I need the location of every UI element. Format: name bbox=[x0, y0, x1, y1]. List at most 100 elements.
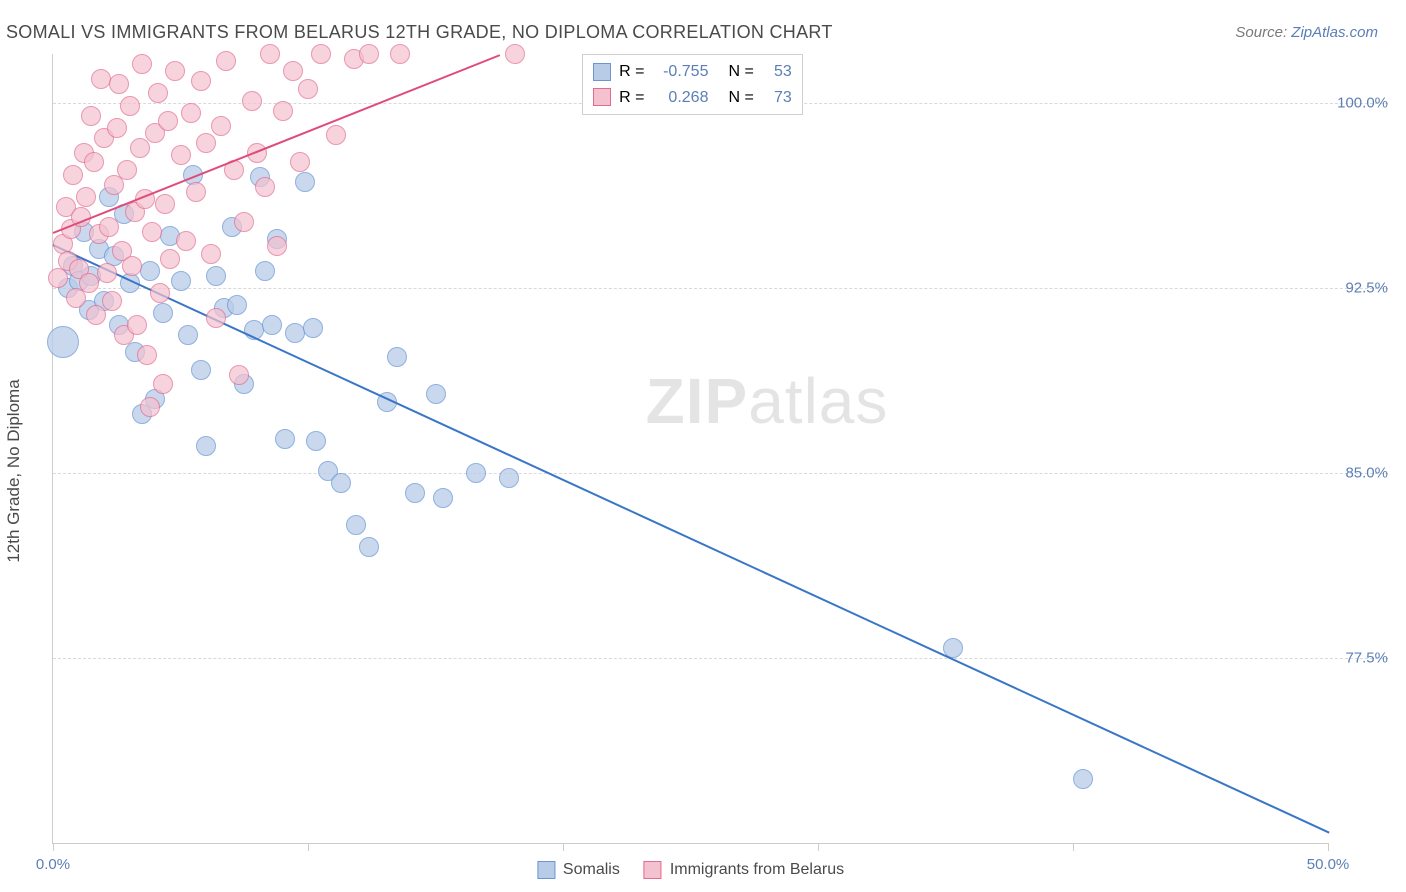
scatter-point-belarus bbox=[137, 345, 157, 365]
scatter-point-somalis bbox=[359, 537, 379, 557]
legend-item: Immigrants from Belarus bbox=[644, 861, 844, 879]
x-tick bbox=[308, 843, 309, 851]
scatter-point-belarus bbox=[160, 249, 180, 269]
scatter-point-belarus bbox=[155, 194, 175, 214]
scatter-point-belarus bbox=[311, 44, 331, 64]
legend-swatch bbox=[537, 861, 555, 879]
scatter-point-belarus bbox=[242, 91, 262, 111]
scatter-point-belarus bbox=[283, 61, 303, 81]
scatter-point-belarus bbox=[142, 222, 162, 242]
y-axis-label: 12th Grade, No Diploma bbox=[4, 379, 24, 562]
scatter-point-belarus bbox=[229, 365, 249, 385]
scatter-point-somalis bbox=[196, 436, 216, 456]
scatter-point-belarus bbox=[211, 116, 231, 136]
scatter-point-somalis bbox=[433, 488, 453, 508]
r-label: R = bbox=[619, 59, 644, 85]
scatter-point-somalis bbox=[206, 266, 226, 286]
scatter-point-belarus bbox=[122, 256, 142, 276]
scatter-point-belarus bbox=[196, 133, 216, 153]
legend-item: Somalis bbox=[537, 861, 620, 879]
header-bar: SOMALI VS IMMIGRANTS FROM BELARUS 12TH G… bbox=[0, 0, 1406, 53]
n-label: N = bbox=[728, 59, 753, 85]
scatter-point-belarus bbox=[132, 54, 152, 74]
scatter-point-belarus bbox=[234, 212, 254, 232]
regression-line-somalis bbox=[53, 244, 1330, 833]
scatter-point-somalis bbox=[499, 468, 519, 488]
watermark-rest: atlas bbox=[748, 365, 888, 437]
correlation-legend: R =-0.755N =53R =0.268N =73 bbox=[582, 54, 803, 115]
scatter-point-somalis bbox=[262, 315, 282, 335]
scatter-point-somalis bbox=[466, 463, 486, 483]
scatter-point-somalis bbox=[47, 326, 79, 358]
x-tick bbox=[1328, 843, 1329, 851]
scatter-point-belarus bbox=[181, 103, 201, 123]
gridline-h bbox=[53, 658, 1388, 659]
source-attribution: Source: ZipAtlas.com bbox=[1235, 24, 1378, 41]
scatter-point-belarus bbox=[76, 187, 96, 207]
scatter-point-belarus bbox=[120, 96, 140, 116]
legend-row: R =0.268N =73 bbox=[593, 85, 792, 111]
scatter-point-belarus bbox=[107, 118, 127, 138]
legend-swatch bbox=[593, 63, 611, 81]
scatter-point-somalis bbox=[140, 261, 160, 281]
scatter-point-somalis bbox=[346, 515, 366, 535]
scatter-point-somalis bbox=[275, 429, 295, 449]
x-min-label: 0.0% bbox=[36, 856, 70, 873]
scatter-point-belarus bbox=[216, 51, 236, 71]
scatter-point-belarus bbox=[48, 268, 68, 288]
scatter-point-belarus bbox=[260, 44, 280, 64]
scatter-point-belarus bbox=[153, 374, 173, 394]
r-label: R = bbox=[619, 85, 644, 111]
scatter-point-belarus bbox=[79, 273, 99, 293]
scatter-point-belarus bbox=[326, 125, 346, 145]
scatter-point-somalis bbox=[178, 325, 198, 345]
scatter-point-somalis bbox=[331, 473, 351, 493]
r-value: -0.755 bbox=[652, 59, 708, 85]
scatter-point-belarus bbox=[267, 236, 287, 256]
scatter-point-somalis bbox=[1073, 769, 1093, 789]
scatter-point-somalis bbox=[306, 431, 326, 451]
scatter-point-belarus bbox=[117, 160, 137, 180]
scatter-point-belarus bbox=[298, 79, 318, 99]
source-link[interactable]: ZipAtlas.com bbox=[1291, 24, 1378, 41]
chart-title: SOMALI VS IMMIGRANTS FROM BELARUS 12TH G… bbox=[6, 22, 833, 43]
scatter-point-belarus bbox=[63, 165, 83, 185]
chart-container: 12th Grade, No Diploma ZIPatlas 77.5%85.… bbox=[6, 50, 1396, 892]
scatter-point-somalis bbox=[426, 384, 446, 404]
legend-row: R = -0.755 N = 53 bbox=[593, 59, 792, 85]
scatter-point-belarus bbox=[127, 315, 147, 335]
scatter-point-belarus bbox=[150, 283, 170, 303]
scatter-point-belarus bbox=[109, 74, 129, 94]
n-label: N = bbox=[728, 85, 753, 111]
gridline-h bbox=[53, 288, 1388, 289]
scatter-point-belarus bbox=[86, 305, 106, 325]
scatter-point-belarus bbox=[273, 101, 293, 121]
scatter-point-somalis bbox=[295, 172, 315, 192]
scatter-point-belarus bbox=[81, 106, 101, 126]
scatter-point-somalis bbox=[387, 347, 407, 367]
scatter-point-somalis bbox=[171, 271, 191, 291]
scatter-point-belarus bbox=[290, 152, 310, 172]
y-tick-label: 85.0% bbox=[1345, 465, 1388, 482]
scatter-point-belarus bbox=[505, 44, 525, 64]
y-tick-label: 100.0% bbox=[1337, 95, 1388, 112]
watermark-bold: ZIP bbox=[646, 365, 749, 437]
n-value: 73 bbox=[762, 85, 792, 111]
scatter-point-belarus bbox=[158, 111, 178, 131]
scatter-point-belarus bbox=[148, 83, 168, 103]
scatter-point-belarus bbox=[140, 397, 160, 417]
source-prefix: Source: bbox=[1235, 24, 1291, 41]
scatter-point-belarus bbox=[91, 69, 111, 89]
scatter-point-belarus bbox=[186, 182, 206, 202]
scatter-point-belarus bbox=[191, 71, 211, 91]
scatter-point-somalis bbox=[405, 483, 425, 503]
scatter-point-belarus bbox=[97, 263, 117, 283]
n-value: 53 bbox=[762, 59, 792, 85]
x-tick bbox=[53, 843, 54, 851]
scatter-point-somalis bbox=[191, 360, 211, 380]
gridline-h bbox=[53, 473, 1388, 474]
scatter-point-belarus bbox=[99, 217, 119, 237]
scatter-point-belarus bbox=[359, 44, 379, 64]
scatter-point-belarus bbox=[165, 61, 185, 81]
watermark: ZIPatlas bbox=[646, 364, 889, 438]
